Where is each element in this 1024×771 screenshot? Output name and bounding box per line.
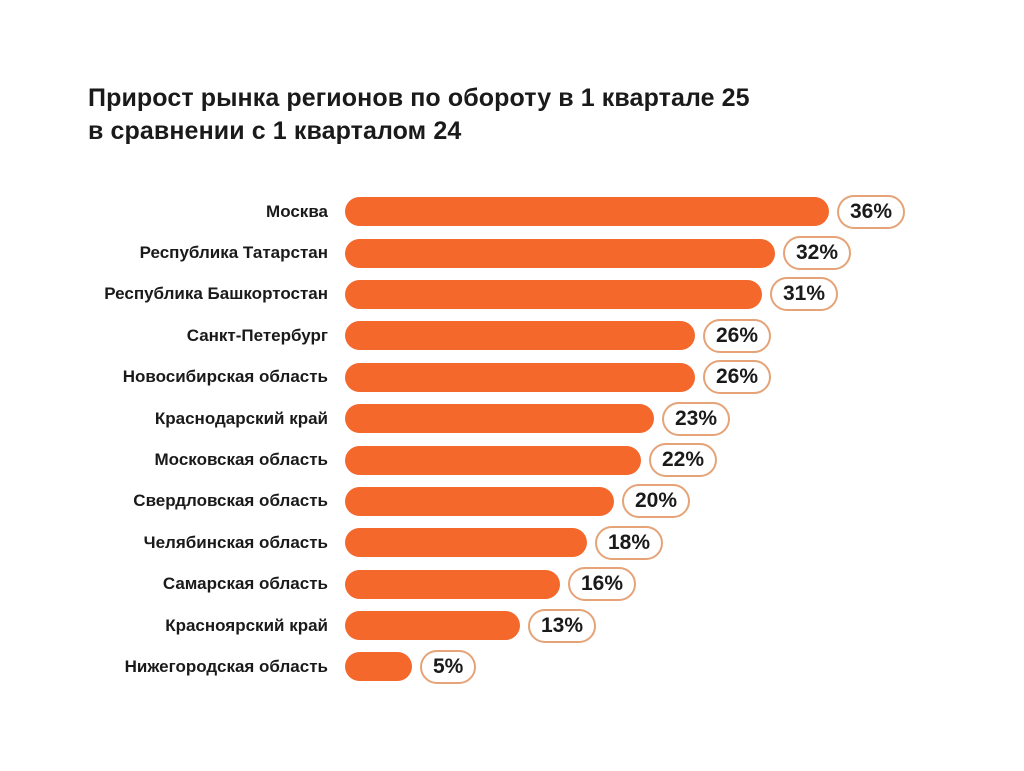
chart-row: Московская область 22% (88, 439, 905, 480)
category-label: Самарская область (162, 574, 328, 594)
chart-row: Красноярский край 13% (88, 605, 905, 646)
value-badge: 26% (703, 360, 772, 395)
category-label: Нижегородская область (124, 656, 328, 676)
chart-row: Свердловская область 20% (88, 481, 905, 522)
chart-row: Новосибирская область 26% (88, 357, 905, 398)
bar (345, 445, 641, 475)
category-label: Красноярский край (165, 615, 328, 635)
value-badge: 16% (568, 567, 637, 602)
bar-chart: Москва 36% Республика Татарстан 32% Респ… (88, 191, 906, 688)
value-badge: 22% (649, 443, 718, 478)
category-label: Санкт-Петербург (186, 325, 328, 345)
bar (345, 279, 762, 309)
category-label: Республика Башкортостан (104, 284, 328, 304)
category-label: Московская область (154, 450, 328, 470)
bar (345, 238, 775, 268)
chart-row: Санкт-Петербург 26% (88, 315, 905, 356)
category-label: Москва (266, 201, 328, 221)
bar (345, 611, 520, 641)
bar (345, 486, 614, 516)
bar (345, 362, 695, 392)
value-badge: 23% (662, 401, 731, 436)
value-badge: 32% (783, 236, 852, 271)
chart-row: Республика Татарстан 32% (88, 232, 905, 273)
category-label: Свердловская область (133, 491, 328, 511)
bar (345, 528, 587, 558)
bar (345, 197, 829, 227)
value-badge: 36% (837, 194, 906, 229)
chart-row: Республика Башкортостан 31% (88, 274, 905, 315)
category-label: Челябинская область (143, 532, 328, 552)
bar (345, 321, 695, 351)
value-badge: 18% (595, 525, 664, 560)
chart-title: Прирост рынка регионов по обороту в 1 кв… (88, 84, 750, 145)
chart-row: Нижегородская область 5% (88, 646, 905, 687)
category-label: Новосибирская область (122, 367, 328, 387)
value-badge: 13% (528, 608, 597, 643)
chart-row: Краснодарский край 23% (88, 398, 905, 439)
bar (345, 569, 560, 599)
value-badge: 20% (622, 484, 691, 519)
bar (345, 652, 412, 682)
category-label: Республика Татарстан (139, 243, 328, 263)
chart-row: Челябинская область 18% (88, 522, 905, 563)
bar (345, 404, 654, 434)
category-label: Краснодарский край (154, 408, 328, 428)
value-badge: 26% (703, 318, 772, 353)
value-badge: 31% (770, 277, 839, 312)
value-badge: 5% (420, 649, 477, 684)
chart-row: Самарская область 16% (88, 564, 905, 605)
chart-row: Москва 36% (88, 191, 906, 232)
